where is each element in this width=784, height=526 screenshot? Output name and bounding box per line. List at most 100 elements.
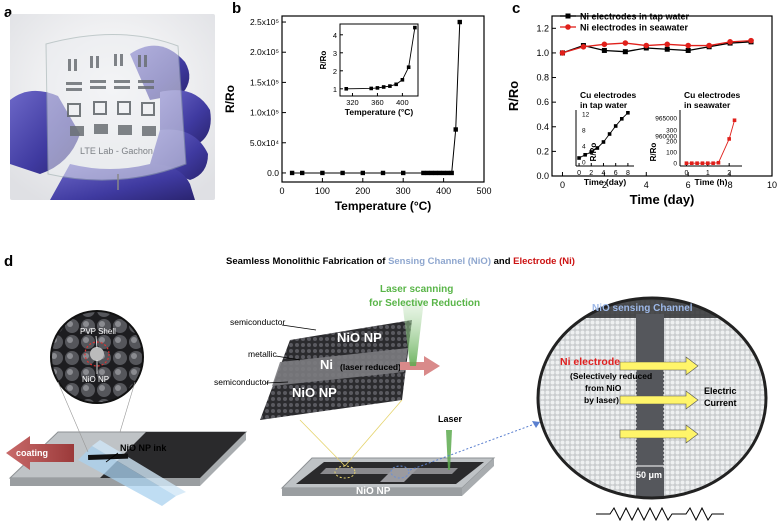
current-arrow-3 [619, 424, 699, 444]
data-point [601, 41, 608, 48]
data-point [433, 170, 438, 176]
scale-bar-label: 50 μm [636, 470, 662, 480]
ni-electrode-label: Ni electrode [560, 356, 620, 368]
ni-layer-label: Ni [320, 357, 333, 372]
y-axis-label: R/Ro [506, 81, 521, 111]
coating-arrow [6, 436, 74, 470]
nio-np-small-label: NiO NP [82, 375, 109, 384]
y-tick-label: 1.0x10⁵ [250, 108, 279, 118]
inset-point [589, 150, 594, 154]
nanoparticle-magnified-circle [50, 310, 144, 404]
y-tick-label: 2.5x10⁵ [250, 17, 279, 27]
inset-point [406, 65, 411, 69]
inset-x-label: Time (day) [584, 177, 627, 187]
x-tick-label: 200 [355, 186, 370, 196]
inset-y-tick-label: 965000 [655, 116, 677, 123]
reduce-note-2: from NiO [585, 383, 622, 393]
data-point [457, 19, 462, 25]
coating-label: coating [16, 448, 48, 458]
data-point [300, 170, 305, 176]
inset-point [716, 160, 721, 165]
title-part-1: Seamless Monolithic Fabrication of [226, 256, 389, 267]
inset-x-label: Temperature (°C) [345, 107, 414, 117]
electric-current-1: Electric [704, 386, 737, 396]
laser-label: Laser [438, 414, 463, 424]
x-tick-label: 4 [644, 180, 649, 190]
plot-frame [551, 15, 773, 177]
inset-x-tick-label: 1 [706, 170, 710, 177]
data-point [453, 127, 458, 132]
inset-x-tick-label: 360 [371, 98, 384, 107]
inset-point [595, 146, 600, 150]
inset-x-tick-label: 320 [346, 98, 359, 107]
nio-ink-label: NiO NP ink [120, 443, 167, 453]
inset-y-label: R/Ro [319, 51, 328, 70]
data-point [445, 170, 450, 176]
inset-y-tick-label: 960000 [655, 134, 677, 141]
data-point [320, 170, 325, 176]
inset-y-label: R/Ro [589, 143, 598, 162]
panel-b-label: b [232, 0, 242, 17]
series-line [562, 39, 752, 54]
data-point [437, 170, 442, 176]
inset-y-tick-label: 2 [333, 67, 337, 76]
inset-y-label: R/Ro [649, 143, 658, 162]
data-point [425, 170, 430, 176]
data-point [421, 170, 426, 176]
inset-x-tick-label: 400 [396, 98, 409, 107]
inset-title: Cu electrodes [684, 90, 740, 100]
data-point [706, 42, 712, 49]
chart-b: 0 100 200 300 400 500 0.0 5.0x10⁴ 1.0x10⁵ 1.5x10⁵… [223, 15, 492, 213]
nio-np-big-top: NiO NP [337, 330, 382, 345]
data-point [441, 170, 446, 176]
inset-point [413, 25, 417, 30]
zoom-dotted-arrow [409, 421, 541, 471]
current-arrow-1 [619, 356, 699, 376]
data-point [622, 49, 628, 55]
inset-x-tick-label: 0 [684, 170, 688, 177]
data-point [748, 37, 754, 44]
pvp-shell-label: PVP Shell [80, 327, 116, 336]
x-tick-label: 6 [686, 180, 691, 190]
device-substrate [280, 399, 496, 496]
data-point [664, 41, 671, 48]
laser-beam-top [402, 300, 424, 366]
inset-y-tick-label: 100 [666, 150, 677, 157]
inset-point [381, 85, 386, 89]
metallic-label: metallic [248, 349, 278, 359]
inset-point [613, 124, 618, 128]
data-point [580, 43, 587, 50]
inset-point [607, 132, 612, 136]
inset-point [711, 161, 715, 165]
x-axis-label: Temperature (°C) [335, 199, 432, 213]
panel-c-label: c [512, 0, 521, 17]
nio-np-substrate-label: NiO NP [356, 486, 391, 497]
laser-scanning-line2: for Selective Reduction [369, 298, 480, 309]
inset-point [695, 161, 699, 165]
data-point [643, 42, 650, 49]
inset-line [686, 120, 735, 164]
x-axis-label: Time (day) [630, 192, 695, 207]
inset-title: in tap water [580, 100, 628, 110]
reduce-note-1: (Selectively reduced [570, 371, 652, 381]
plot-frame [281, 15, 485, 183]
inset-title: Cu electrodes [580, 90, 636, 100]
inset-x-tick-label: 4 [602, 170, 606, 177]
inset-title: in seawater [684, 100, 731, 110]
diagram-d-title: Seamless Monolithic Fabrication of Sensi… [226, 256, 575, 267]
inset-point [619, 117, 624, 121]
y-tick-label: 0.4 [536, 122, 549, 132]
inset-point [705, 161, 710, 165]
data-point [289, 170, 295, 176]
inset-y-tick-label: 0 [673, 161, 677, 168]
x-tick-label: 300 [396, 186, 411, 196]
inset-point [583, 153, 587, 157]
y-tick-label: 2.0x10⁵ [250, 47, 279, 57]
inset-x-tick-label: 6 [614, 170, 618, 177]
data-point [664, 46, 670, 52]
x-tick-label: 0 [279, 186, 284, 196]
y-tick-label: 0.8 [536, 73, 549, 83]
y-axis-label: R/Ro [223, 85, 237, 113]
inset-point [732, 118, 737, 123]
inset-point [700, 161, 705, 165]
